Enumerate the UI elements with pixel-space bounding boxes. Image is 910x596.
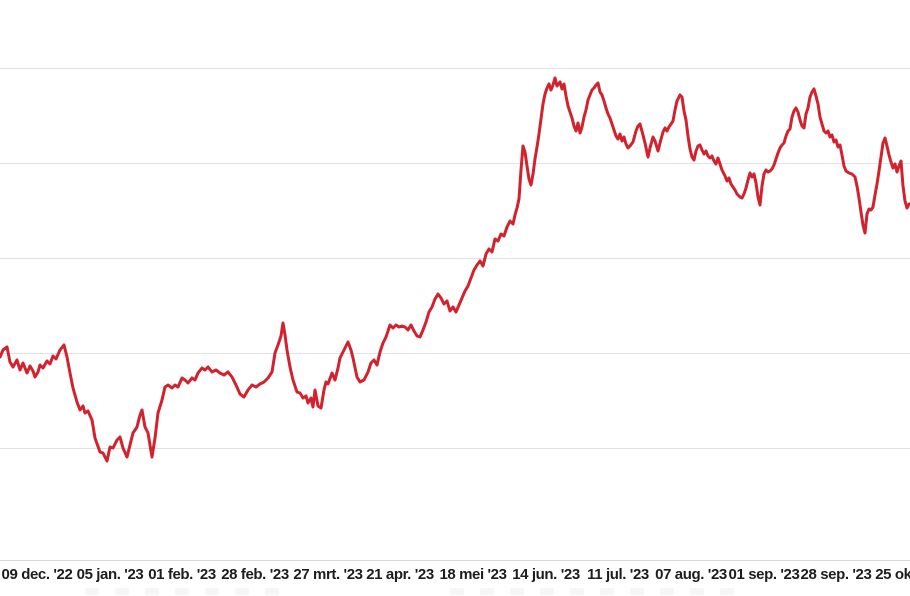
- x-axis-tick-label: 01 feb. '23: [148, 566, 216, 583]
- x-axis-tick-label: 25 okt. '23: [875, 566, 910, 583]
- footer-mark: [145, 588, 159, 595]
- footer-mark: [235, 588, 249, 595]
- footer-mark: [600, 588, 614, 595]
- gridlines: [0, 68, 910, 449]
- footer-mark: [85, 588, 99, 595]
- x-axis-tick-label: 27 mrt. '23: [293, 566, 363, 583]
- x-axis-tick-label: 09 dec. '22: [1, 566, 73, 583]
- footer-mark: [175, 588, 189, 595]
- footer-mark: [630, 588, 644, 595]
- footer-mark: [480, 588, 494, 595]
- x-axis-tick-label: 07 aug. '23: [655, 566, 727, 583]
- x-axis-tick-label: 28 sep. '23: [800, 566, 872, 583]
- footer-mark: [570, 588, 584, 595]
- footer-mark: [720, 588, 734, 595]
- footer-mark: [690, 588, 704, 595]
- price-line-chart: [0, 68, 910, 561]
- footer-mark: [510, 588, 524, 595]
- footer-mark: [115, 588, 129, 595]
- x-axis-tick-labels: 09 dec. '22 05 jan. '23 01 feb. '23 28 feb.…: [0, 566, 910, 588]
- footer-mark: [450, 588, 464, 595]
- x-axis-tick-label: 21 apr. '23: [366, 566, 434, 583]
- x-axis-tick-label: 05 jan. '23: [76, 566, 144, 583]
- footer-strip: [0, 588, 910, 596]
- footer-mark: [660, 588, 674, 595]
- price-line-series: [0, 76, 910, 463]
- footer-mark: [205, 588, 219, 595]
- x-axis-tick-label: 01 sep. '23: [728, 566, 800, 583]
- x-axis-tick-label: 14 jun. '23: [512, 566, 580, 583]
- x-axis-tick-label: 11 jul. '23: [587, 566, 649, 583]
- x-axis-tick-label: 18 mei '23: [439, 566, 507, 583]
- footer-mark: [540, 588, 554, 595]
- footer-mark: [265, 588, 279, 595]
- x-axis-tick-label: 28 feb. '23: [221, 566, 289, 583]
